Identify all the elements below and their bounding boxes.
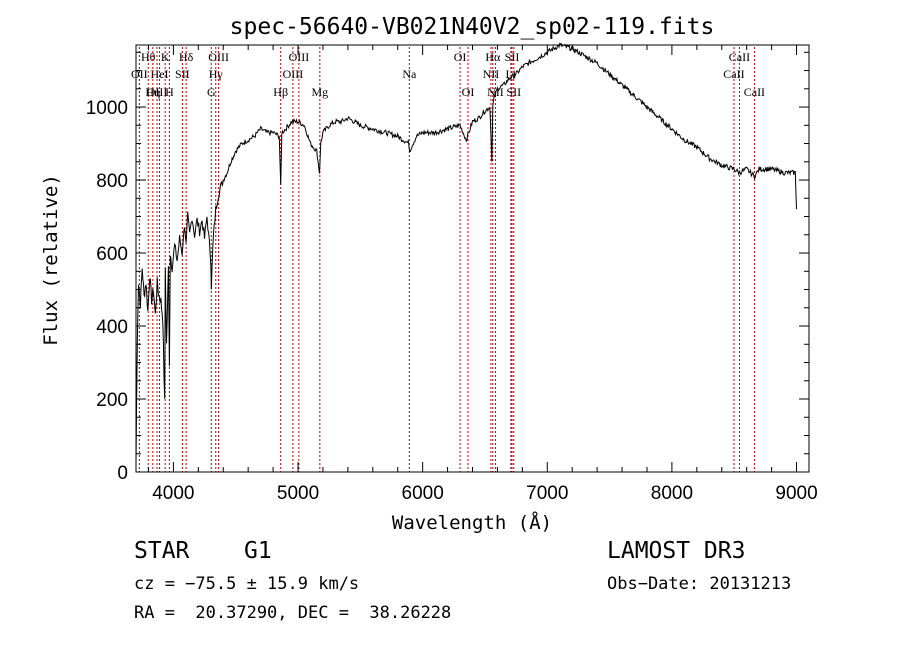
spectral-line-label: OI — [454, 50, 467, 64]
y-tick-label: 600 — [96, 244, 128, 265]
x-axis-label: Wavelength (Å) — [392, 511, 552, 534]
x-tick-label: 6000 — [402, 483, 444, 504]
x-tick-label: 7000 — [526, 483, 568, 504]
spectral-line-label: Na — [402, 67, 417, 81]
y-tick-label: 800 — [96, 171, 128, 192]
spectral-line-label: OIII — [283, 67, 304, 81]
spectral-line-label: CaII — [744, 85, 765, 99]
spectral-line-label: G — [207, 85, 216, 99]
spectral-line-label: Li — [506, 67, 517, 81]
spectral-line-label: Hη — [145, 85, 160, 99]
spectral-line-label: K — [161, 50, 170, 64]
spectral-line-label: OIII — [208, 50, 229, 64]
object-subclass: G1 — [244, 538, 272, 564]
spectral-line-label: NII — [483, 67, 500, 81]
spectral-line-label: SII — [175, 67, 190, 81]
chart-title: spec-56640-VB021N40V2_sp02-119.fits — [230, 14, 715, 40]
spectral-line-label: OII — [131, 67, 148, 81]
spectral-line-label: HeI — [151, 67, 169, 81]
spectral-line-label: SII — [505, 50, 520, 64]
spectral-line-label: Mg — [311, 85, 328, 99]
plot-frame — [135, 44, 810, 473]
x-tick-label: 5000 — [277, 483, 319, 504]
object-type: STAR — [134, 538, 190, 564]
y-tick-label: 0 — [117, 463, 128, 484]
x-tick-label: 4000 — [152, 483, 194, 504]
spectral-line-label: Hθ — [141, 50, 156, 64]
spectral-line-label: CaII — [723, 67, 744, 81]
observation-date: Obs−Date: 20131213 — [607, 574, 792, 594]
spectral-line-label: Hδ — [179, 50, 194, 64]
spectral-line-label: Hβ — [273, 85, 288, 99]
spectral-line-label: H — [165, 85, 174, 99]
y-axis-label: Flux (relative) — [40, 174, 62, 346]
y-tick-label: 200 — [96, 390, 128, 411]
spectral-line-label: OIII — [289, 50, 310, 64]
spectral-line-label: OIII — [147, 85, 168, 99]
spectral-line-label: OI — [462, 85, 475, 99]
spectral-line-label: Hγ — [209, 67, 224, 81]
series-layer — [135, 42, 797, 465]
spectral-line-label: Hα — [485, 50, 501, 64]
axes: 4000 5000 6000 7000 8000 9000 0 200 400 600 800 100… — [86, 44, 818, 504]
redshift-value: cz = −75.5 ± 15.9 km/s — [134, 574, 360, 594]
x-tick-label: 8000 — [651, 483, 693, 504]
x-tick-label: 9000 — [775, 483, 817, 504]
y-tick-label: 1000 — [86, 98, 128, 119]
survey-name: LAMOST DR3 — [607, 538, 746, 564]
spectrum-line — [135, 42, 797, 465]
y-tick-label: 400 — [96, 317, 128, 338]
coordinates: RA = 20.37290, DEC = 38.26228 — [134, 603, 452, 623]
spectral-line-label: SII — [506, 85, 521, 99]
spectral-line-label: CaII — [729, 50, 750, 64]
